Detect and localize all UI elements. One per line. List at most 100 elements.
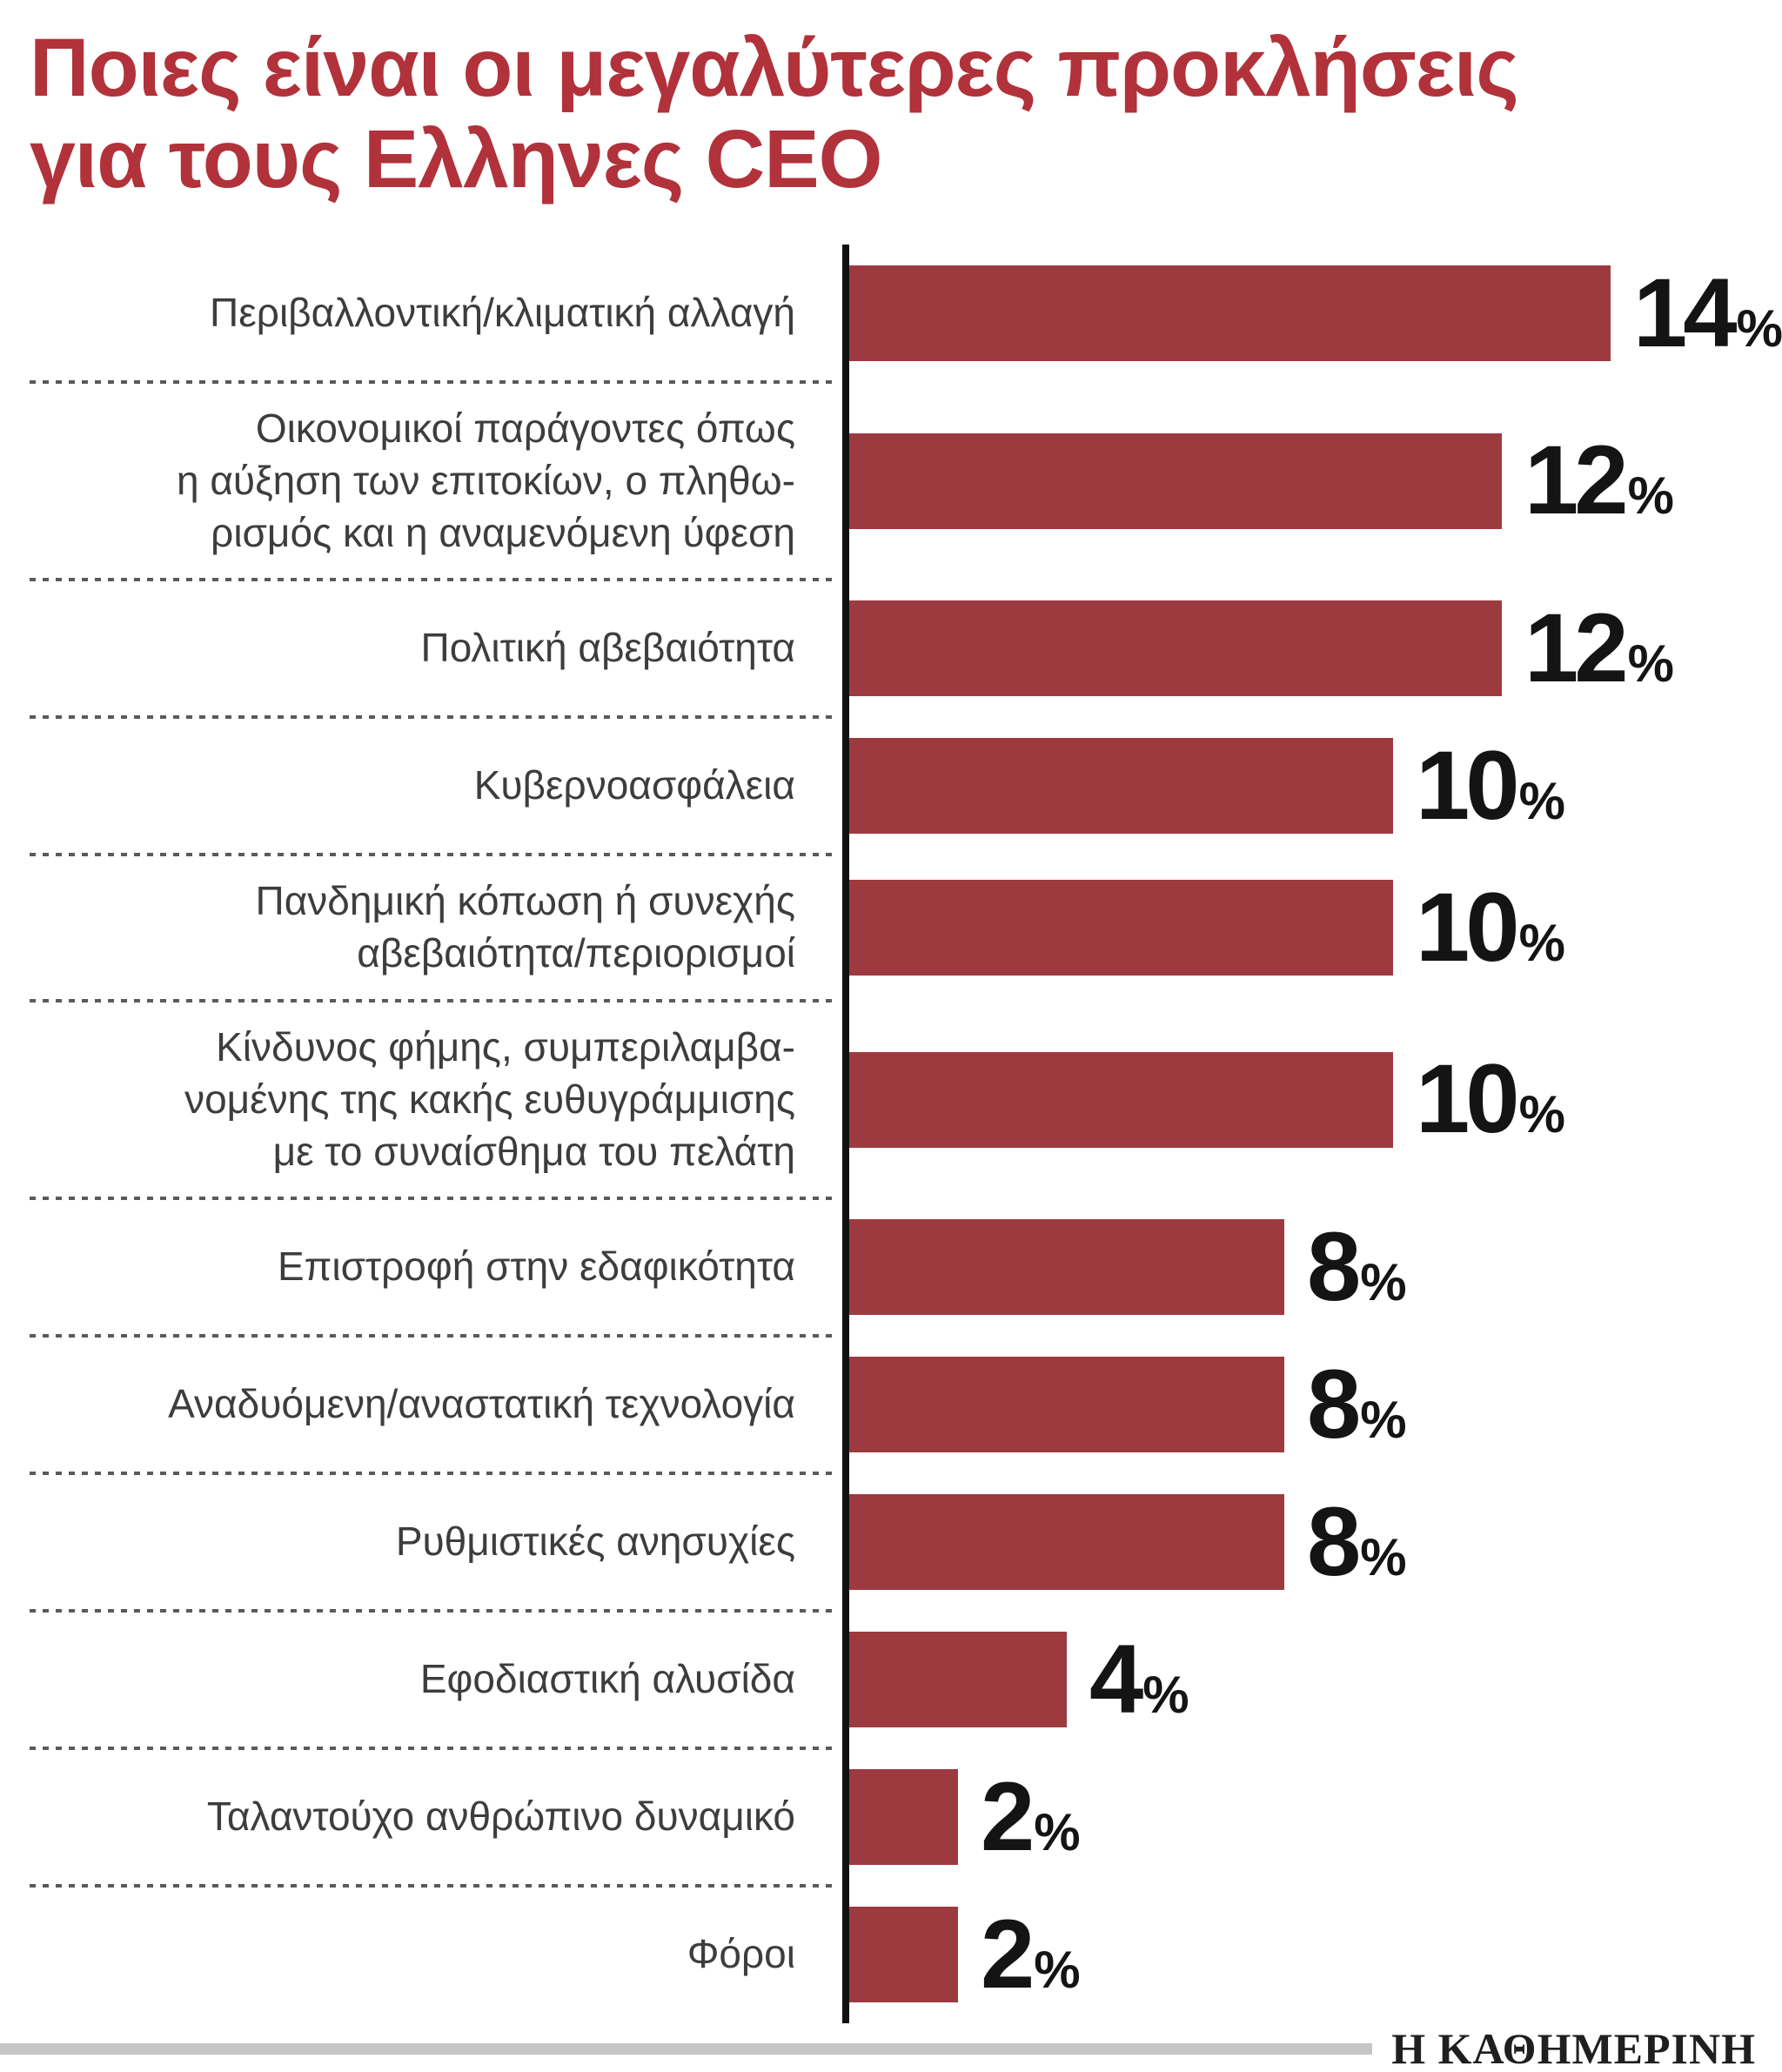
axis-line xyxy=(842,245,849,2024)
category-label: Αναδυόμενη/αναστατική τεχνολογία xyxy=(168,1381,795,1427)
bar-cell: 8 % xyxy=(842,1211,1782,1321)
value-unit: % xyxy=(1518,913,1565,972)
value-number: 10 xyxy=(1416,872,1520,982)
bar-cell: 14 % xyxy=(842,258,1782,367)
bar xyxy=(849,1769,958,1866)
value-number: 14 xyxy=(1633,258,1738,367)
label-cell: Αναδυόμενη/αναστατική τεχνολογία xyxy=(0,1378,842,1431)
value-number: 12 xyxy=(1524,426,1629,535)
value-label: 2 % xyxy=(981,1899,1081,2008)
value-label: 8 % xyxy=(1307,1486,1407,1596)
row-divider xyxy=(30,1884,835,1888)
value-unit: % xyxy=(1360,1390,1407,1449)
category-label: Πανδημική κόπωση ή συνεχής αβεβαιότητα/π… xyxy=(255,878,795,976)
value-label: 10 % xyxy=(1416,730,1565,840)
chart-row: Πολιτική αβεβαιότητα 12 % xyxy=(0,580,1782,720)
value-number: 8 xyxy=(1307,1486,1361,1596)
label-cell: Πανδημική κόπωση ή συνεχής αβεβαιότητα/π… xyxy=(0,875,842,980)
chart-row: Κυβερνοασφάλεια 10 % xyxy=(0,717,1782,857)
category-label: Οικονομικοί παράγοντες όπως η αύξηση των… xyxy=(176,406,795,555)
chart-row: Οικονομικοί παράγοντες όπως η αύξηση των… xyxy=(0,382,1782,582)
value-number: 12 xyxy=(1524,593,1629,702)
bar xyxy=(849,1357,1284,1453)
bar-cell: 4 % xyxy=(842,1624,1782,1733)
row-divider xyxy=(30,1472,835,1476)
value-unit: % xyxy=(1034,1940,1081,1999)
value-number: 10 xyxy=(1416,730,1520,840)
row-divider xyxy=(30,380,835,384)
chart-row: Αναδυόμενη/αναστατική τεχνολογία 8 % xyxy=(0,1336,1782,1476)
bar xyxy=(849,433,1502,529)
category-label: Επιστροφή στην εδαφικότητα xyxy=(277,1244,795,1290)
category-label: Ταλαντούχο ανθρώπινο δυναμικό xyxy=(206,1794,795,1840)
bar-cell: 10 % xyxy=(842,872,1782,982)
bar-cell: 10 % xyxy=(842,1044,1782,1154)
bar xyxy=(849,880,1393,976)
bar-cell: 8 % xyxy=(842,1349,1782,1458)
category-label: Πολιτική αβεβαιότητα xyxy=(420,625,795,671)
row-divider xyxy=(30,853,835,857)
bar xyxy=(849,1494,1284,1591)
value-unit: % xyxy=(1034,1802,1081,1861)
bar-cell: 8 % xyxy=(842,1486,1782,1596)
bar-cell: 12 % xyxy=(842,593,1782,702)
value-label: 10 % xyxy=(1416,872,1565,982)
label-cell: Πολιτική αβεβαιότητα xyxy=(0,622,842,674)
category-label: Κυβερνοασφάλεια xyxy=(473,762,795,808)
bar xyxy=(849,1632,1067,1728)
footer: Η ΚΑΘΗΜΕΡΙΝΗ xyxy=(0,2023,1782,2072)
row-divider xyxy=(30,1747,835,1751)
value-number: 2 xyxy=(981,1761,1035,1871)
label-cell: Ρυθμιστικές ανησυχίες xyxy=(0,1516,842,1568)
value-label: 4 % xyxy=(1089,1624,1189,1733)
value-number: 8 xyxy=(1307,1349,1361,1458)
category-label: Φόροι xyxy=(687,1931,795,1977)
bar xyxy=(849,1051,1393,1148)
bar-chart: Περιβαλλοντική/κλιματική αλλαγή 14 % Οικ… xyxy=(0,245,1782,2024)
bar xyxy=(849,600,1502,697)
bar xyxy=(849,265,1611,361)
value-number: 4 xyxy=(1089,1624,1143,1733)
bar-cell: 2 % xyxy=(842,1899,1782,2008)
value-label: 12 % xyxy=(1524,593,1674,702)
value-label: 8 % xyxy=(1307,1211,1407,1321)
value-label: 12 % xyxy=(1524,426,1674,535)
label-cell: Φόροι xyxy=(0,1928,842,1981)
row-divider xyxy=(30,1197,835,1201)
row-divider xyxy=(30,578,835,582)
value-label: 10 % xyxy=(1416,1044,1565,1154)
value-number: 2 xyxy=(981,1899,1035,2008)
chart-row: Πανδημική κόπωση ή συνεχής αβεβαιότητα/π… xyxy=(0,855,1782,1002)
bar-cell: 10 % xyxy=(842,730,1782,840)
bar-cell: 2 % xyxy=(842,1761,1782,1871)
chart-row: Ταλαντούχο ανθρώπινο δυναμικό 2 % xyxy=(0,1748,1782,1888)
value-number: 8 xyxy=(1307,1211,1361,1321)
chart-row: Ρυθμιστικές ανησυχίες 8 % xyxy=(0,1473,1782,1613)
value-unit: % xyxy=(1142,1665,1189,1724)
value-label: 14 % xyxy=(1633,258,1782,367)
category-label: Ρυθμιστικές ανησυχίες xyxy=(395,1519,795,1565)
label-cell: Επιστροφή στην εδαφικότητα xyxy=(0,1241,842,1293)
category-label: Εφοδιαστική αλυσίδα xyxy=(419,1656,795,1702)
chart-row: Επιστροφή στην εδαφικότητα 8 % xyxy=(0,1198,1782,1338)
row-divider xyxy=(30,1609,835,1613)
category-label: Περιβαλλοντική/κλιματική αλλαγή xyxy=(210,290,795,336)
value-unit: % xyxy=(1518,1085,1565,1144)
label-cell: Εφοδιαστική αλυσίδα xyxy=(0,1653,842,1706)
bar xyxy=(849,1907,958,2003)
label-cell: Περιβαλλοντική/κλιματική αλλαγή xyxy=(0,287,842,339)
label-cell: Ταλαντούχο ανθρώπινο δυναμικό xyxy=(0,1791,842,1843)
value-unit: % xyxy=(1627,634,1674,693)
row-divider xyxy=(30,1334,835,1338)
chart-row: Εφοδιαστική αλυσίδα 4 % xyxy=(0,1611,1782,1751)
category-label: Κίνδυνος φήμης, συμπεριλαμβα- νομένης τη… xyxy=(184,1023,795,1174)
title-block: Ποιες είναι οι μεγαλύτερες προκλήσεις γι… xyxy=(0,0,1782,205)
chart-row: Περιβαλλοντική/κλιματική αλλαγή 14 % xyxy=(0,245,1782,384)
footer-rule xyxy=(0,2042,1373,2055)
value-unit: % xyxy=(1360,1527,1407,1586)
label-cell: Οικονομικοί παράγοντες όπως η αύξηση των… xyxy=(0,403,842,559)
bar-cell: 12 % xyxy=(842,426,1782,535)
row-divider xyxy=(30,715,835,720)
value-number: 10 xyxy=(1416,1044,1520,1154)
